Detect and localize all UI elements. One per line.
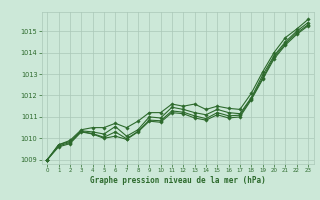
X-axis label: Graphe pression niveau de la mer (hPa): Graphe pression niveau de la mer (hPa)	[90, 176, 266, 185]
